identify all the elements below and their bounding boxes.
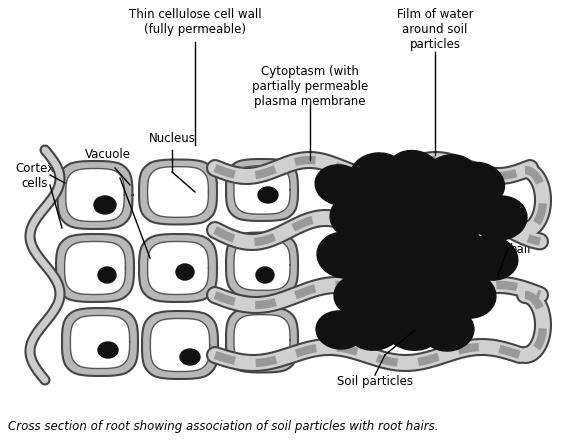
Ellipse shape	[256, 267, 274, 283]
Ellipse shape	[330, 191, 390, 239]
Ellipse shape	[439, 189, 497, 235]
Ellipse shape	[473, 196, 527, 240]
Polygon shape	[142, 311, 218, 379]
Ellipse shape	[383, 302, 442, 350]
Polygon shape	[62, 308, 138, 376]
Ellipse shape	[401, 264, 464, 316]
Polygon shape	[56, 234, 134, 302]
Polygon shape	[66, 169, 124, 222]
Ellipse shape	[455, 162, 505, 204]
Polygon shape	[64, 241, 125, 295]
Ellipse shape	[347, 306, 403, 350]
Polygon shape	[226, 232, 298, 298]
Ellipse shape	[350, 226, 414, 278]
Ellipse shape	[98, 342, 118, 358]
Ellipse shape	[334, 274, 386, 316]
Polygon shape	[58, 161, 133, 229]
Ellipse shape	[384, 222, 451, 278]
Text: Vacuole: Vacuole	[85, 148, 131, 161]
Ellipse shape	[98, 267, 116, 283]
Polygon shape	[139, 160, 217, 224]
Text: Root
hair: Root hair	[510, 228, 537, 256]
Ellipse shape	[405, 182, 466, 233]
Text: Cross section of root showing association of soil particles with root hairs.: Cross section of root showing associatio…	[8, 420, 438, 433]
Ellipse shape	[425, 227, 485, 277]
Polygon shape	[71, 316, 129, 368]
Text: Cytoptasm (with
partially permeable
plasma membrane: Cytoptasm (with partially permeable plas…	[252, 65, 368, 108]
Polygon shape	[150, 319, 210, 371]
Polygon shape	[234, 240, 290, 291]
Ellipse shape	[440, 272, 496, 318]
Ellipse shape	[176, 264, 194, 280]
Ellipse shape	[94, 196, 116, 214]
Text: Soil particles: Soil particles	[337, 375, 413, 388]
Text: Film of water
around soil
particles: Film of water around soil particles	[397, 8, 473, 51]
Polygon shape	[226, 308, 298, 372]
Polygon shape	[147, 167, 208, 217]
Polygon shape	[234, 166, 290, 214]
Ellipse shape	[317, 232, 373, 278]
Polygon shape	[226, 159, 298, 221]
Text: Nucleus: Nucleus	[149, 132, 195, 145]
Ellipse shape	[424, 155, 476, 195]
Ellipse shape	[388, 151, 442, 194]
Text: Thin cellulose cell wall
(fully permeable): Thin cellulose cell wall (fully permeabl…	[129, 8, 261, 36]
Text: Cortex
cells: Cortex cells	[15, 162, 55, 190]
Polygon shape	[234, 315, 290, 365]
Ellipse shape	[258, 187, 278, 203]
Ellipse shape	[365, 183, 431, 237]
Ellipse shape	[180, 349, 200, 365]
Ellipse shape	[350, 153, 406, 197]
Polygon shape	[147, 241, 208, 295]
Polygon shape	[139, 234, 217, 302]
Ellipse shape	[365, 267, 425, 317]
Ellipse shape	[315, 165, 365, 205]
Ellipse shape	[422, 309, 474, 351]
Ellipse shape	[316, 311, 364, 349]
Ellipse shape	[462, 236, 518, 280]
